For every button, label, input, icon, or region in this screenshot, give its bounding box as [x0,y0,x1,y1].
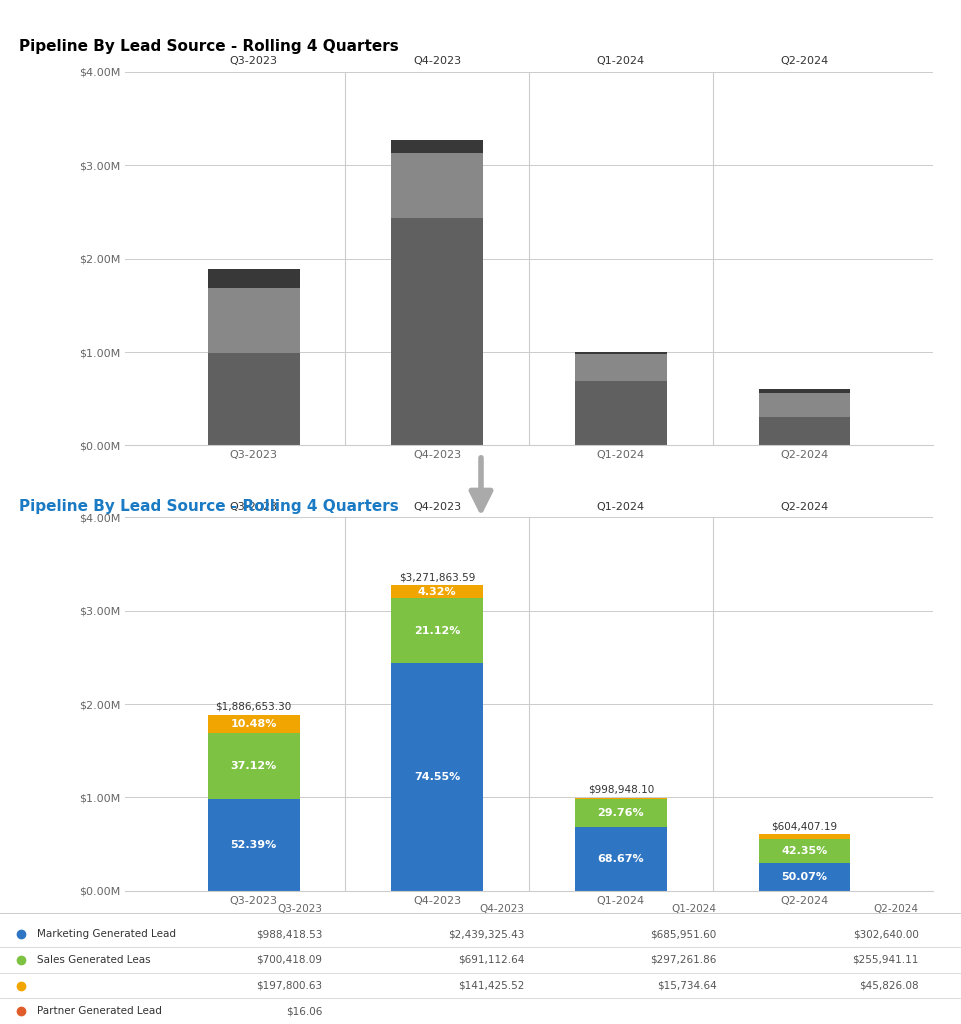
Bar [758,389,850,393]
Text: $45,826.08: $45,826.08 [858,981,918,990]
Text: 74.55%: 74.55% [414,772,460,782]
Text: Q1-2024: Q1-2024 [671,904,716,913]
Text: 42.35%: 42.35% [780,846,826,856]
Text: $197,800.63: $197,800.63 [256,981,322,990]
Text: Marketing Generated Lead: Marketing Generated Lead [37,930,175,939]
Text: Pipeline By Lead Source - Rolling 4 Quarters: Pipeline By Lead Source - Rolling 4 Quar… [19,39,399,54]
Text: $604,407.19: $604,407.19 [771,822,837,831]
Bar [391,585,482,598]
Bar [575,381,666,445]
Text: $15,734.64: $15,734.64 [656,981,716,990]
Text: $255,941.11: $255,941.11 [851,955,918,965]
Text: Sales Generated Leas: Sales Generated Leas [37,955,150,965]
Text: Q3-2023: Q3-2023 [277,904,322,913]
Bar [575,798,666,799]
Text: $141,425.52: $141,425.52 [457,981,524,990]
Bar [208,269,299,288]
Text: 50.07%: 50.07% [780,871,826,882]
Bar [391,598,482,663]
Text: $3,271,863.59: $3,271,863.59 [399,572,475,583]
Bar [208,353,299,445]
Text: Q2-2024: Q2-2024 [873,904,918,913]
Text: $302,640.00: $302,640.00 [852,930,918,939]
Text: 10.48%: 10.48% [231,719,277,729]
Text: $998,948.10: $998,948.10 [587,785,653,795]
Bar [758,835,850,839]
Bar [758,862,850,891]
Text: Partner Generated Lead: Partner Generated Lead [37,1007,161,1016]
Bar [758,839,850,862]
Text: 37.12%: 37.12% [231,761,277,771]
Bar [575,826,666,891]
Bar [391,663,482,891]
Text: $691,112.64: $691,112.64 [457,955,524,965]
Bar [208,799,299,891]
Text: $1,886,653.30: $1,886,653.30 [215,702,291,712]
Text: Q4-2023: Q4-2023 [479,904,524,913]
Text: Pipeline By Lead Source - Rolling 4 Quarters: Pipeline By Lead Source - Rolling 4 Quar… [19,499,399,514]
Bar [758,417,850,445]
Bar [575,353,666,381]
Text: $700,418.09: $700,418.09 [256,955,322,965]
Bar [208,288,299,353]
Text: $16.06: $16.06 [285,1007,322,1016]
Bar [391,139,482,153]
Text: $685,951.60: $685,951.60 [650,930,716,939]
Text: 68.67%: 68.67% [597,854,644,864]
Text: 29.76%: 29.76% [597,808,644,818]
Bar [575,799,666,826]
Text: $2,439,325.43: $2,439,325.43 [448,930,524,939]
Text: 21.12%: 21.12% [413,626,460,636]
Bar [575,352,666,353]
Bar [758,393,850,417]
Bar [391,153,482,217]
Text: 52.39%: 52.39% [231,840,277,850]
Bar [208,715,299,733]
Text: $297,261.86: $297,261.86 [650,955,716,965]
Text: 4.32%: 4.32% [417,587,456,597]
Bar [208,733,299,799]
Bar [391,217,482,445]
Text: $988,418.53: $988,418.53 [256,930,322,939]
